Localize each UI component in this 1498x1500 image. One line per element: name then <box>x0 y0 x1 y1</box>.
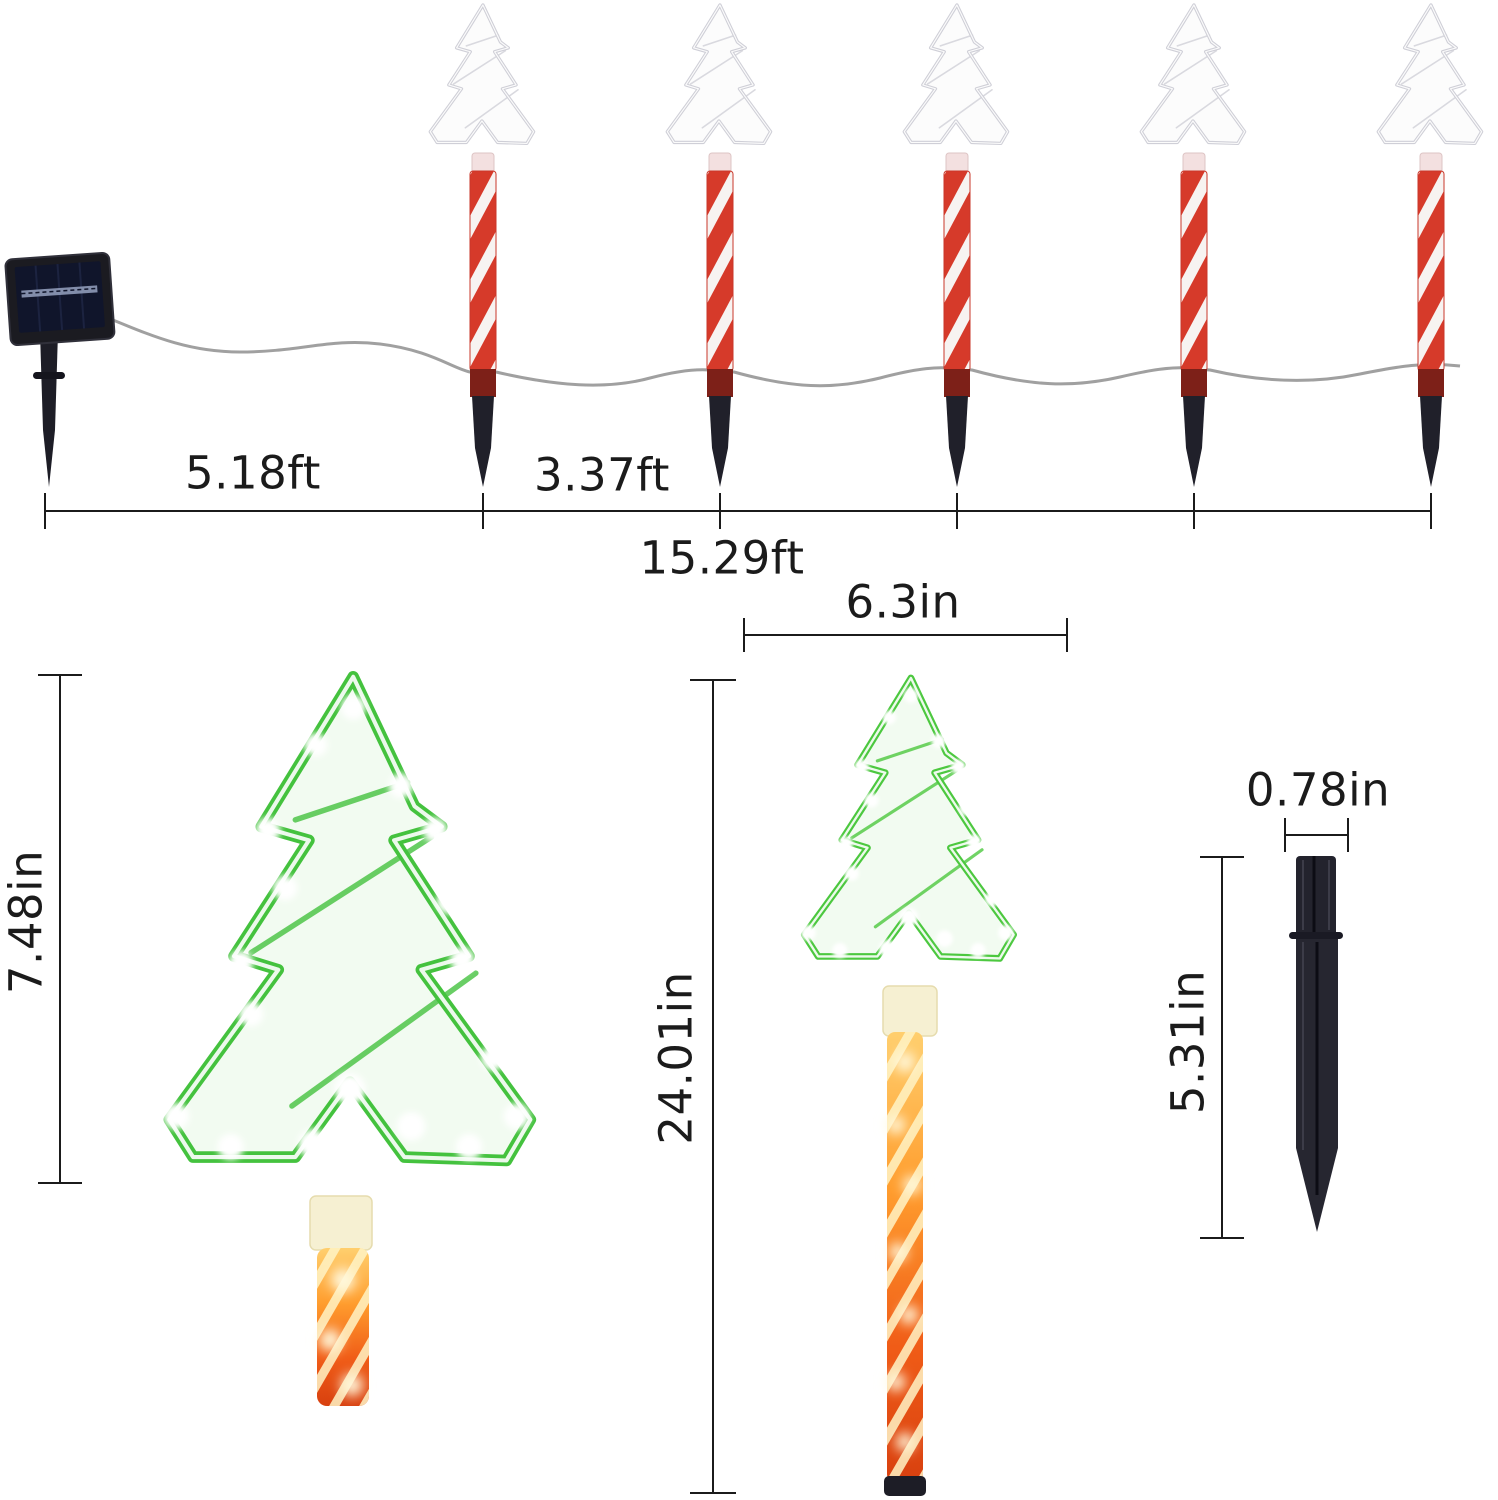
tree-stake-light-3 <box>904 5 1007 487</box>
stake-collar <box>309 1195 373 1251</box>
label-ground-spike-width: 0.78in <box>1245 763 1391 817</box>
label-stake-spacing: 3.37ft <box>534 448 670 502</box>
solar-stake-flange <box>33 372 65 379</box>
solar-stake-icon <box>40 332 58 487</box>
stake-light-closeup <box>801 678 1014 1496</box>
tree-stake-light-5 <box>1378 5 1481 487</box>
ground-spike-closeup <box>1289 856 1343 1232</box>
label-stake-overall-height: 24.01in <box>649 971 703 1145</box>
dimension-line-total <box>44 493 1432 529</box>
label-ground-spike-height: 5.31in <box>1161 969 1215 1115</box>
solar-panel-assembly <box>4 251 116 487</box>
tree-closeup-large <box>163 677 530 1406</box>
pole-glow-lights <box>887 1052 921 1451</box>
label-total-length: 15.29ft <box>639 531 805 585</box>
tree-stake-light-2 <box>667 5 770 487</box>
dimension-tree-width <box>743 618 1068 652</box>
power-wire-icon <box>87 308 1461 388</box>
dimension-lines-bottom <box>38 618 1349 1494</box>
solar-panel-icon <box>4 251 116 347</box>
dimension-spike-height <box>1200 856 1244 1239</box>
ground-spike-flange <box>1289 932 1343 939</box>
ground-spike-socket <box>1296 856 1336 936</box>
pole-bottom-cap <box>884 1476 926 1496</box>
label-solar-to-first-stake: 5.18ft <box>185 446 321 500</box>
label-tree-height: 7.48in <box>0 849 53 995</box>
dimension-spike-width <box>1284 818 1349 852</box>
label-tree-width: 6.3in <box>845 575 961 629</box>
pole-glow-lights <box>319 1268 363 1396</box>
dimension-tree-height <box>38 674 82 1184</box>
pole-spiral-stripes <box>317 1248 369 1406</box>
tree-stake-light-1 <box>430 5 533 487</box>
dimension-overall-height <box>690 679 736 1494</box>
tree-stake-light-4 <box>1141 5 1244 487</box>
stake-collar <box>882 985 938 1037</box>
